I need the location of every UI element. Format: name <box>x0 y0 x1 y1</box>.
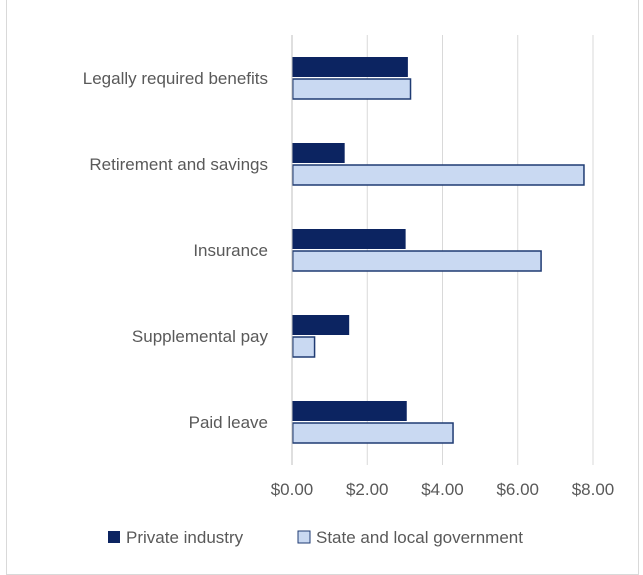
bar-private-industry <box>292 57 408 77</box>
bar-private-industry <box>292 401 407 421</box>
category-label: Retirement and savings <box>89 155 268 174</box>
legend-label-private-industry: Private industry <box>126 528 244 547</box>
bars <box>292 57 585 444</box>
bar-state-local-government <box>292 250 542 272</box>
category-label: Insurance <box>193 241 268 260</box>
legend-swatch-state-local-government <box>297 530 311 544</box>
gridlines <box>366 35 594 465</box>
bar-private-industry <box>292 143 345 163</box>
category-label: Supplemental pay <box>132 327 269 346</box>
bar-state-local-government <box>292 336 316 358</box>
bar-state-local-government <box>292 78 412 100</box>
bar-private-industry <box>292 315 350 335</box>
legend-label-state-local-government: State and local government <box>316 528 523 547</box>
x-tick-label: $2.00 <box>346 480 389 499</box>
category-label: Legally required benefits <box>83 69 268 88</box>
bar-state-local-government <box>292 422 454 444</box>
x-tick-label: $4.00 <box>421 480 464 499</box>
bar-private-industry <box>292 229 406 249</box>
x-tick-label: $0.00 <box>271 480 314 499</box>
legend: Private industry State and local governme… <box>108 528 523 547</box>
x-tick-label: $6.00 <box>496 480 539 499</box>
bar-state-local-government <box>292 164 585 186</box>
labels: $0.00 $2.00 $4.00 $6.00 $8.00 Legally require… <box>83 69 615 499</box>
x-tick-label: $8.00 <box>572 480 615 499</box>
category-label: Paid leave <box>189 413 268 432</box>
legend-swatch-private-industry <box>108 531 120 543</box>
